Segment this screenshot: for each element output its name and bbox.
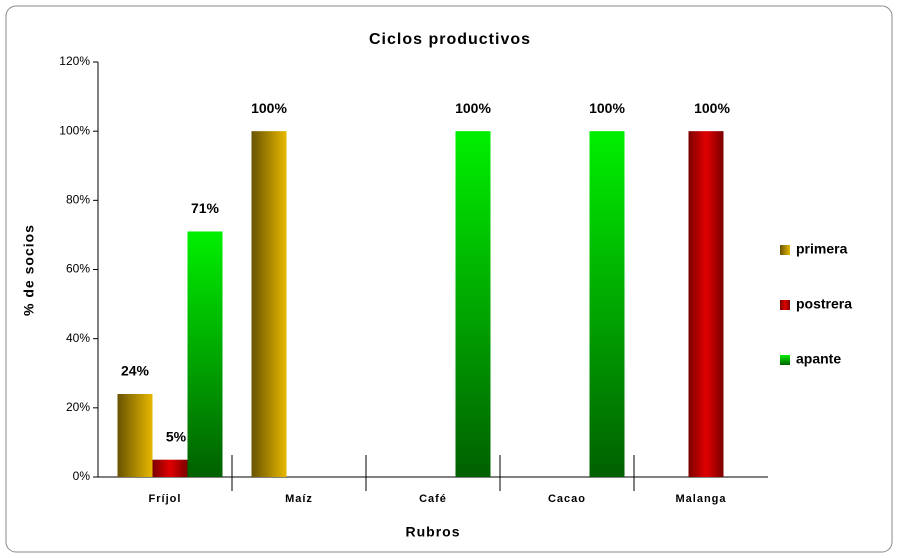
- y-tick-label: 40%: [66, 331, 90, 345]
- y-tick-label: 120%: [59, 54, 90, 68]
- chart-title: Ciclos productivos: [369, 31, 531, 48]
- data-label: 100%: [455, 100, 491, 116]
- x-tick-label: Malanga: [675, 493, 726, 505]
- x-tick-label: Fríjol: [149, 493, 182, 505]
- y-tick-label: 100%: [59, 123, 90, 137]
- y-tick-label: 20%: [66, 400, 90, 414]
- legend-label: primera: [796, 241, 848, 257]
- y-axis-label: % de socios: [21, 224, 37, 316]
- x-tick-label: Cacao: [548, 493, 586, 505]
- legend-label: apante: [796, 351, 841, 367]
- data-label: 100%: [251, 100, 287, 116]
- y-tick-label: 0%: [73, 469, 91, 483]
- legend-swatch: [780, 300, 790, 310]
- x-axis-label: Rubros: [406, 524, 461, 540]
- bar: [688, 131, 724, 477]
- chart-frame: [5, 5, 893, 553]
- bar: [152, 459, 188, 477]
- bar: [251, 131, 287, 477]
- bar: [455, 131, 491, 477]
- data-label: 24%: [121, 363, 150, 379]
- x-tick-label: Café: [419, 493, 447, 505]
- data-label: 71%: [191, 200, 220, 216]
- bar: [117, 394, 153, 477]
- bar: [187, 231, 223, 477]
- legend-label: postrera: [796, 296, 852, 312]
- y-tick-label: 60%: [66, 262, 90, 276]
- x-tick-label: Maíz: [285, 493, 313, 505]
- legend-swatch: [780, 245, 790, 255]
- bar: [589, 131, 625, 477]
- legend-swatch: [780, 355, 790, 365]
- y-tick-label: 80%: [66, 193, 90, 207]
- data-label: 100%: [589, 100, 625, 116]
- data-label: 5%: [166, 428, 187, 444]
- data-label: 100%: [694, 100, 730, 116]
